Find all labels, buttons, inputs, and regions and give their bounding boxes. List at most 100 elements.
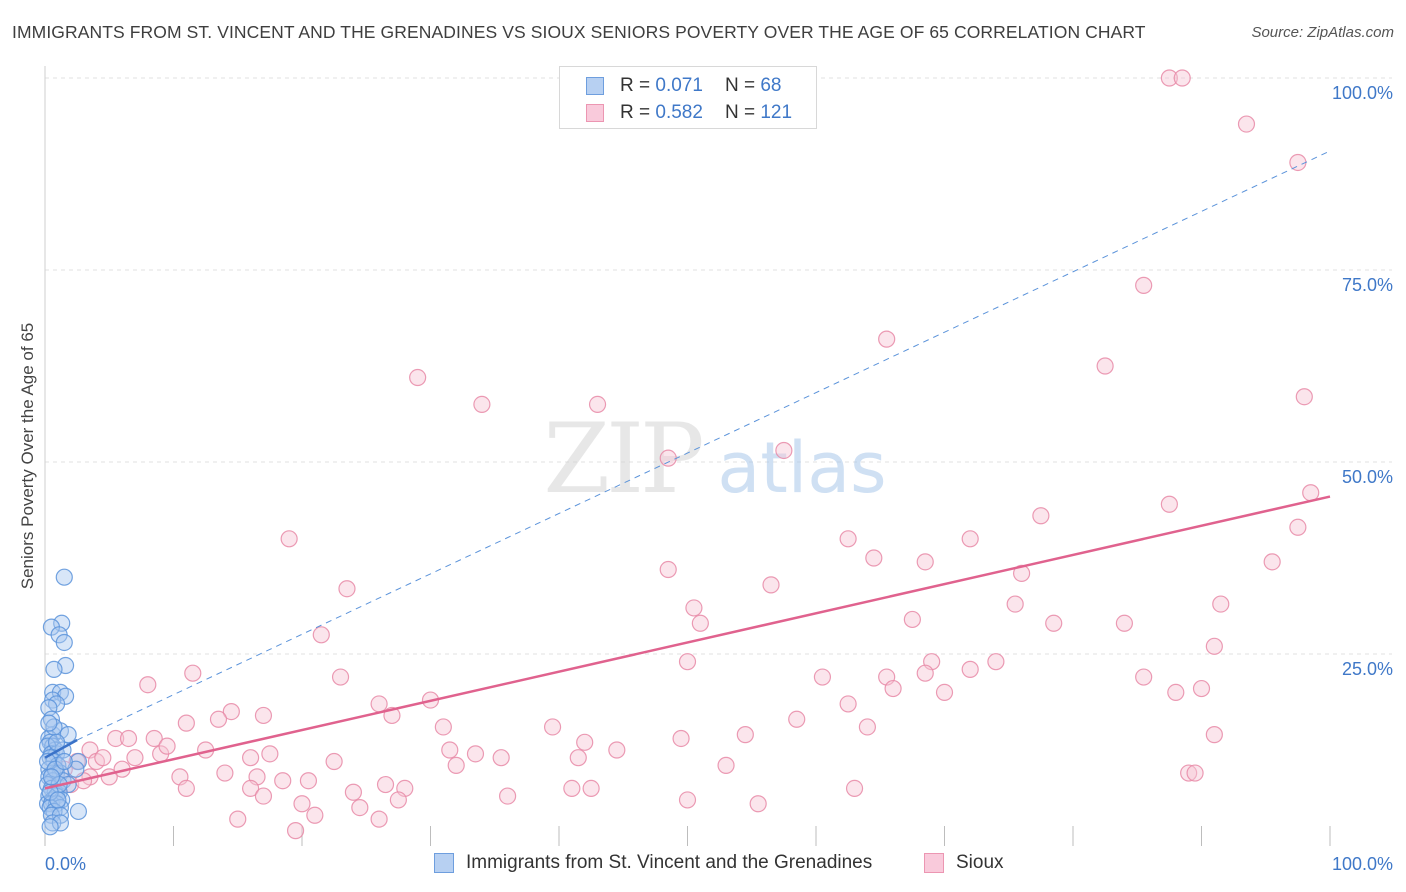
sioux-point: [1205, 726, 1223, 744]
sioux-point: [691, 614, 709, 632]
sioux-point: [1096, 357, 1114, 375]
sioux-point: [107, 729, 125, 748]
legend-item-sioux[interactable]: Sioux: [924, 852, 1004, 874]
sioux-point: [1160, 69, 1178, 87]
sioux-point: [813, 668, 832, 686]
sioux-point: [306, 806, 324, 824]
sioux-point: [441, 741, 459, 759]
sioux-point: [94, 749, 112, 767]
sioux-point: [543, 718, 562, 736]
legend-label: Immigrants from St. Vincent and the Gren…: [466, 852, 873, 873]
sioux-point: [987, 653, 1005, 671]
pink-swatch: [586, 104, 604, 122]
sioux-point: [788, 710, 806, 728]
x-tick-label: 100.0%: [1332, 854, 1393, 874]
sioux-point: [312, 626, 330, 644]
immigrants-point: [41, 818, 59, 836]
sioux-point: [499, 787, 517, 805]
pink-swatch: [924, 853, 944, 873]
sioux-point: [608, 741, 626, 759]
immigrants-point: [69, 802, 88, 821]
sioux-point: [492, 749, 510, 767]
sioux-point: [659, 449, 677, 467]
sioux-point: [865, 549, 883, 567]
sioux-point: [242, 779, 260, 798]
sioux-point: [685, 599, 703, 617]
sioux-point: [299, 772, 318, 790]
immigrants-point: [49, 791, 67, 809]
sioux-point: [1006, 595, 1024, 613]
legend-item-immigrants[interactable]: Immigrants from St. Vincent and the Gren…: [434, 852, 872, 874]
sioux-point: [916, 553, 934, 571]
sioux-point: [1192, 679, 1211, 698]
immigrants-point: [51, 814, 70, 832]
y-tick-label: 75.0%: [1342, 275, 1393, 295]
sioux-points: [55, 69, 1320, 840]
sioux-point: [1289, 518, 1307, 536]
sioux-point: [1263, 553, 1281, 571]
gridlines: [45, 77, 1392, 655]
sioux-point: [563, 779, 581, 798]
sioux-point: [582, 779, 600, 798]
sioux-point: [916, 664, 934, 682]
stats-legend-row-sioux: R = 0.582 N = 121: [586, 101, 792, 125]
sioux-point: [466, 745, 485, 763]
immigrants-point: [40, 714, 58, 732]
sioux-point: [389, 791, 407, 809]
sioux-point: [158, 737, 176, 755]
sioux-point: [177, 779, 195, 798]
sioux-point: [839, 530, 857, 548]
sioux-point: [736, 726, 754, 744]
y-tick-label: 100.0%: [1332, 83, 1393, 103]
series-legend: Immigrants from St. Vincent and the Gren…: [0, 852, 1406, 876]
r-value: 0.582: [655, 102, 703, 123]
sioux-point: [434, 718, 452, 736]
sioux-point: [1167, 683, 1185, 702]
sioux-point: [274, 772, 292, 790]
sioux-point: [878, 330, 896, 348]
sioux-point: [293, 795, 311, 813]
y-tick-label: 25.0%: [1342, 659, 1393, 679]
sioux-point: [1237, 115, 1256, 133]
legend-label: Sioux: [956, 852, 1004, 873]
immigrants-trend-extended: [76, 150, 1331, 741]
sioux-point: [447, 756, 465, 774]
sioux-point: [1135, 276, 1153, 294]
r-label: R =: [620, 75, 651, 96]
sioux-point: [1045, 614, 1063, 632]
sioux-point: [229, 810, 247, 828]
sioux-point: [370, 810, 388, 828]
sioux-point: [961, 530, 979, 548]
sioux-point: [1302, 484, 1320, 502]
sioux-point: [325, 752, 343, 771]
sioux-point: [184, 664, 202, 682]
sioux-point: [338, 580, 356, 598]
tick-labels: 25.0% 50.0% 75.0% 100.0% 0.0% 100.0%: [45, 83, 1393, 874]
sioux-point: [672, 729, 690, 748]
sioux-point: [1160, 495, 1178, 513]
stats-legend-row-immigrants: R = 0.071 N = 68: [586, 74, 781, 98]
sioux-point: [286, 822, 305, 840]
watermark-atlas: atlas: [717, 427, 886, 509]
immigrants-point: [55, 752, 73, 771]
sioux-point: [749, 795, 767, 813]
sioux-point: [1186, 764, 1204, 782]
immigrants-points: [38, 568, 88, 836]
sioux-point: [139, 676, 157, 694]
sioux-point: [717, 756, 735, 774]
chart-title: IMMIGRANTS FROM ST. VINCENT AND THE GREN…: [12, 22, 1146, 42]
r-value: 0.071: [655, 75, 703, 96]
sioux-point: [961, 660, 979, 678]
n-value: 121: [760, 102, 793, 123]
immigrants-trend-line: [44, 738, 78, 759]
sioux-point: [903, 610, 921, 629]
sioux-point: [473, 395, 491, 413]
sioux-point: [762, 576, 780, 594]
sioux-point: [659, 560, 677, 579]
stats-legend: R = 0.071 N = 68 R = 0.582 N = 121: [559, 66, 817, 129]
sioux-point: [1205, 637, 1223, 655]
source-credit: Source: ZipAtlas.com: [1251, 24, 1394, 41]
sioux-trend-line: [44, 495, 1331, 790]
sioux-point: [678, 791, 697, 809]
